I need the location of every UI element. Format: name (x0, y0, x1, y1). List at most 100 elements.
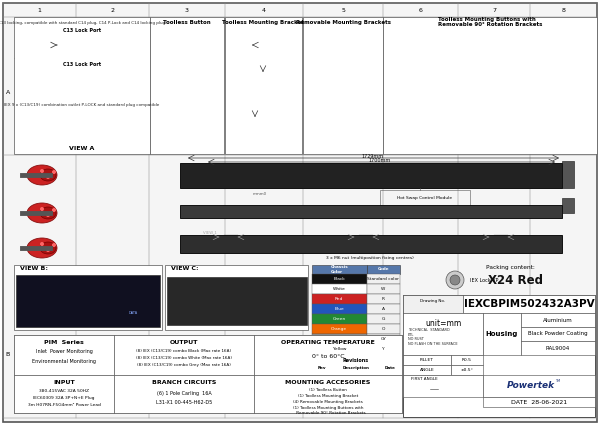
Text: Y: Y (382, 347, 385, 351)
Bar (483, 375, 595, 397)
Text: Removable Mounting Brackets: Removable Mounting Brackets (296, 20, 391, 25)
Bar (240, 77, 260, 115)
Bar (175, 283, 179, 317)
Text: FIRST ANGLE: FIRST ANGLE (411, 377, 438, 381)
Text: IEXCBPIM502432A3PV: IEXCBPIM502432A3PV (464, 299, 595, 309)
Bar (316, 98, 321, 110)
Bar (331, 364, 380, 372)
Circle shape (40, 242, 44, 246)
Bar (258, 165, 269, 186)
Bar (217, 283, 221, 317)
Bar (521, 327, 595, 341)
Text: Drawing No.: Drawing No. (421, 299, 445, 303)
Bar (451, 365, 483, 375)
Bar (483, 313, 521, 355)
Bar (463, 295, 595, 313)
Bar (521, 313, 595, 327)
Bar (356, 165, 367, 186)
Text: 1700mm: 1700mm (369, 158, 391, 162)
Bar (562, 161, 574, 188)
Circle shape (506, 26, 554, 74)
Bar (312, 294, 367, 304)
Bar (230, 165, 241, 186)
Bar (323, 98, 328, 110)
Bar (187, 283, 191, 317)
Bar (181, 283, 185, 317)
Circle shape (46, 175, 50, 179)
Bar (370, 165, 381, 186)
Bar (312, 265, 367, 274)
Text: BRANCH CIRCUITS: BRANCH CIRCUITS (152, 380, 216, 385)
Text: 3m H07RN-F5G4mm² Power Lead: 3m H07RN-F5G4mm² Power Lead (28, 403, 100, 407)
Text: C13 Lock Port: C13 Lock Port (63, 62, 101, 66)
Bar (20, 307, 35, 318)
Bar (52, 75, 80, 97)
Bar (314, 165, 325, 186)
Bar (499, 166, 508, 185)
Bar (521, 341, 595, 355)
Bar (56, 94, 60, 97)
Bar (180, 205, 562, 218)
Bar (483, 397, 595, 407)
Bar (216, 165, 227, 186)
Text: B: B (6, 352, 10, 357)
Text: IEX Lock-VP: IEX Lock-VP (470, 278, 499, 283)
Bar (14, 265, 162, 330)
Bar (475, 166, 484, 185)
Bar (211, 283, 215, 317)
Bar (312, 380, 331, 388)
Circle shape (453, 33, 497, 77)
Bar (367, 314, 400, 324)
Ellipse shape (506, 377, 560, 395)
Bar (359, 235, 373, 249)
Ellipse shape (28, 35, 46, 55)
Bar (413, 303, 421, 310)
Text: DATE  28-06-2021: DATE 28-06-2021 (511, 400, 567, 405)
Text: 2: 2 (110, 8, 115, 12)
Text: 1729mm: 1729mm (362, 153, 384, 159)
Text: Inlet  Power Monitoring: Inlet Power Monitoring (35, 349, 92, 354)
Circle shape (46, 213, 50, 217)
Bar (84, 75, 112, 97)
Text: Housing: Housing (486, 331, 518, 337)
Text: R: R (382, 297, 385, 301)
Bar (403, 313, 483, 355)
Ellipse shape (27, 165, 57, 185)
Bar (20, 75, 48, 97)
Bar (16, 275, 160, 327)
Text: OPERATING TEMPERATURE: OPERATING TEMPERATURE (281, 340, 375, 345)
Text: 380-415VAC 32A 50HZ: 380-415VAC 32A 50HZ (39, 389, 89, 393)
Bar (431, 168, 440, 183)
Bar (88, 94, 92, 97)
Bar (40, 94, 44, 97)
Text: Toolless Mounting Buttons with
Removable 90° Rotation Brackets: Toolless Mounting Buttons with Removable… (438, 17, 542, 27)
Text: GY: GY (380, 337, 386, 341)
Text: Packing content:: Packing content: (485, 266, 535, 270)
Bar (523, 166, 532, 185)
Bar (244, 165, 255, 186)
Bar (205, 283, 209, 317)
Bar (312, 304, 367, 314)
Text: VIEW B:: VIEW B: (20, 266, 48, 270)
Bar (423, 308, 451, 310)
Bar (367, 294, 400, 304)
Circle shape (196, 105, 206, 115)
Text: Hot Swap Control Module: Hot Swap Control Module (397, 196, 452, 200)
Text: R0.5: R0.5 (462, 358, 472, 362)
Circle shape (52, 170, 56, 174)
Text: VIEW C:: VIEW C: (171, 266, 199, 270)
Text: MOUNTING ACCESORIES: MOUNTING ACCESORIES (286, 380, 371, 385)
Text: PIM  Series: PIM Series (44, 340, 84, 345)
Bar (312, 344, 367, 354)
Text: White: White (333, 287, 346, 291)
Text: unit=mm: unit=mm (425, 318, 461, 328)
Text: G: G (382, 317, 385, 321)
Bar (40, 307, 55, 318)
Bar (271, 283, 275, 317)
Ellipse shape (40, 207, 56, 219)
Text: IEC60309 32A 3P+N+E Plug: IEC60309 32A 3P+N+E Plug (33, 396, 95, 400)
Text: Black Powder Coating: Black Powder Coating (528, 332, 588, 337)
Text: X24 Red: X24 Red (487, 274, 542, 286)
Text: L31-X1 00-445-H62-D5: L31-X1 00-445-H62-D5 (156, 400, 212, 405)
Bar (494, 235, 508, 249)
